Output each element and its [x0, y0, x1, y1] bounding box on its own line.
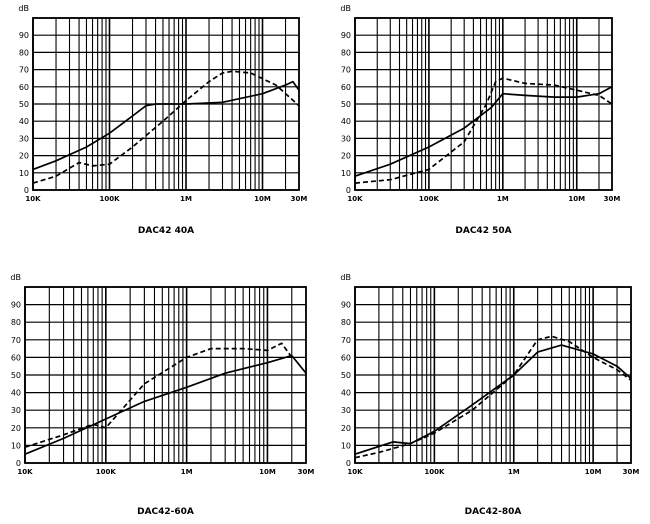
x-tick-label: 30M: [298, 468, 315, 476]
y-tick-label: 80: [11, 318, 21, 327]
y-axis-label: dB: [340, 273, 351, 282]
y-tick-label: 20: [19, 152, 29, 161]
y-tick-label: 10: [19, 169, 29, 178]
series-line-dashed: [24, 342, 293, 449]
y-tick-label: 60: [341, 353, 351, 362]
chart-4: 0 10 20 30 40 50 60 70 80 90 dB 10K 100K 1M 10M 30M DAC4…: [340, 273, 639, 517]
y-tick-label: 70: [19, 66, 29, 75]
y-tick-label: 40: [341, 117, 351, 126]
y-tick-label: 90: [19, 31, 29, 40]
x-tick-label: 10M: [259, 468, 276, 476]
y-tick-label: 70: [341, 336, 351, 345]
x-tick-label: 30M: [604, 195, 621, 203]
plot-frame: [354, 17, 613, 191]
series-line-dashed: [354, 335, 632, 459]
y-tick-label: 20: [341, 424, 351, 433]
y-tick-label: 10: [341, 169, 351, 178]
x-tick-label: 30M: [623, 468, 640, 476]
x-tick-label: 10K: [25, 195, 41, 203]
y-tick-label: 30: [341, 134, 351, 143]
y-tick-label: 80: [19, 48, 29, 57]
series-line-dashed: [354, 77, 613, 184]
y-tick-label: 30: [19, 134, 29, 143]
chart-title: DAC42 50A: [455, 226, 511, 236]
y-axis-label: dB: [18, 4, 29, 13]
x-tick-label: 10M: [254, 195, 271, 203]
y-tick-label: 90: [11, 301, 21, 310]
y-tick-label: 80: [341, 318, 351, 327]
y-tick-label: 40: [11, 389, 21, 398]
y-tick-label: 50: [341, 100, 351, 109]
y-tick-label: 0: [346, 459, 351, 468]
y-tick-label: 40: [19, 117, 29, 126]
x-tick-label: 10K: [347, 468, 363, 476]
y-tick-label: 50: [19, 100, 29, 109]
x-tick-label: 30M: [291, 195, 308, 203]
plot-frame: [354, 286, 632, 464]
x-tick-label: 1M: [181, 468, 193, 476]
y-tick-label: 0: [24, 186, 29, 195]
chart-title: DAC42-80A: [465, 507, 522, 517]
x-tick-label: 1M: [508, 468, 520, 476]
y-tick-label: 60: [11, 353, 21, 362]
y-axis-label: dB: [10, 273, 21, 282]
x-tick-label: 1M: [180, 195, 192, 203]
y-tick-label: 70: [341, 66, 351, 75]
x-tick-label: 10K: [17, 468, 33, 476]
chart-3: 0 10 20 30 40 50 60 70 80 90 dB 10K 100K 1M 10M 30M DAC4…: [10, 273, 314, 517]
chart-1: 0 10 20 30 40 50 60 70 80 90 dB 10K 100K 1M 10M 30M DAC4…: [18, 4, 307, 236]
y-tick-label: 0: [16, 459, 21, 468]
chart-title: DAC42 40A: [138, 226, 194, 236]
y-axis-label: dB: [340, 4, 351, 13]
series-line-solid: [32, 80, 300, 171]
plot-frame: [24, 286, 307, 464]
series-line-solid: [24, 354, 307, 455]
y-tick-label: 10: [341, 441, 351, 450]
x-tick-label: 100K: [424, 468, 445, 476]
y-tick-label: 30: [11, 406, 21, 415]
plot-frame: [32, 17, 300, 191]
y-tick-label: 60: [341, 83, 351, 92]
y-tick-label: 20: [11, 424, 21, 433]
y-tick-label: 0: [346, 186, 351, 195]
x-tick-label: 10M: [568, 195, 585, 203]
x-tick-label: 10K: [347, 195, 363, 203]
x-tick-label: 100K: [96, 468, 117, 476]
x-tick-label: 100K: [99, 195, 120, 203]
x-tick-label: 100K: [419, 195, 440, 203]
y-tick-label: 90: [341, 301, 351, 310]
y-tick-label: 80: [341, 48, 351, 57]
y-tick-label: 50: [341, 371, 351, 380]
y-tick-label: 50: [11, 371, 21, 380]
y-tick-label: 40: [341, 389, 351, 398]
x-tick-label: 10M: [585, 468, 602, 476]
x-tick-label: 1M: [497, 195, 509, 203]
y-tick-label: 20: [341, 152, 351, 161]
y-tick-label: 60: [19, 83, 29, 92]
y-tick-label: 90: [341, 31, 351, 40]
y-tick-label: 10: [11, 441, 21, 450]
chart-2: 0 10 20 30 40 50 60 70 80 90 dB 10K 100K 1M 10M 30M DAC4…: [340, 4, 620, 236]
series-line-solid: [354, 86, 613, 178]
series-line-dashed: [32, 70, 300, 184]
y-tick-label: 70: [11, 336, 21, 345]
chart-title: DAC42-60A: [137, 507, 194, 517]
y-tick-label: 30: [341, 406, 351, 415]
series-line-solid: [354, 344, 632, 456]
